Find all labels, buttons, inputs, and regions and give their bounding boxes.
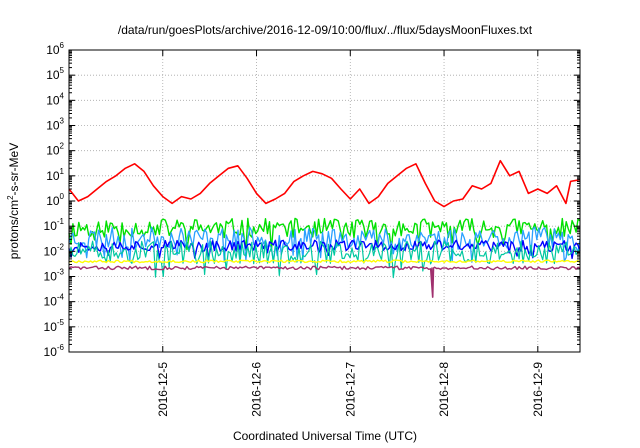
y-tick-label: 10-1 — [44, 217, 65, 233]
y-axis: 10-6 10-5 10-4 10-3 10-2 10-1 100 101 102 103 104 1… — [44, 41, 580, 359]
y-tick-label: 100 — [46, 192, 64, 208]
y-axis-label: protons/cm2-s-sr-MeV — [6, 143, 21, 259]
y-tick-label: 10-5 — [44, 318, 65, 334]
y-tick-label: 101 — [46, 167, 64, 183]
chart-title: /data/run/goesPlots/archive/2016-12-09/1… — [118, 23, 533, 37]
y-tick-label: 102 — [46, 142, 64, 158]
y-tick-label: 105 — [46, 66, 64, 82]
x-axis: 2016-12-5 2016-12-6 2016-12-7 2016-12-8 2016… — [156, 50, 545, 417]
x-tick-label: 2016-12-9 — [531, 362, 545, 417]
x-tick-label: 2016-12-8 — [437, 362, 451, 417]
series-layer — [68, 159, 581, 298]
x-tick-label: 2016-12-6 — [250, 362, 264, 417]
y-tick-label: 104 — [46, 91, 64, 107]
series-line-6 — [68, 265, 581, 298]
series-line-0 — [68, 159, 581, 208]
x-axis-label: Coordinated Universal Time (UTC) — [233, 429, 417, 443]
y-tick-label: 106 — [46, 41, 64, 57]
series-line-1 — [68, 217, 581, 252]
y-tick-label: 10-3 — [44, 268, 65, 284]
series-line-4 — [68, 240, 581, 279]
x-tick-label: 2016-12-5 — [156, 362, 170, 417]
y-tick-label: 10-2 — [44, 242, 65, 258]
y-tick-label: 103 — [46, 117, 64, 133]
y-tick-label: 10-6 — [44, 343, 65, 359]
series-line-5 — [68, 259, 581, 264]
y-tick-label: 10-4 — [44, 293, 65, 309]
x-tick-label: 2016-12-7 — [343, 362, 357, 417]
chart-grid — [69, 50, 580, 352]
